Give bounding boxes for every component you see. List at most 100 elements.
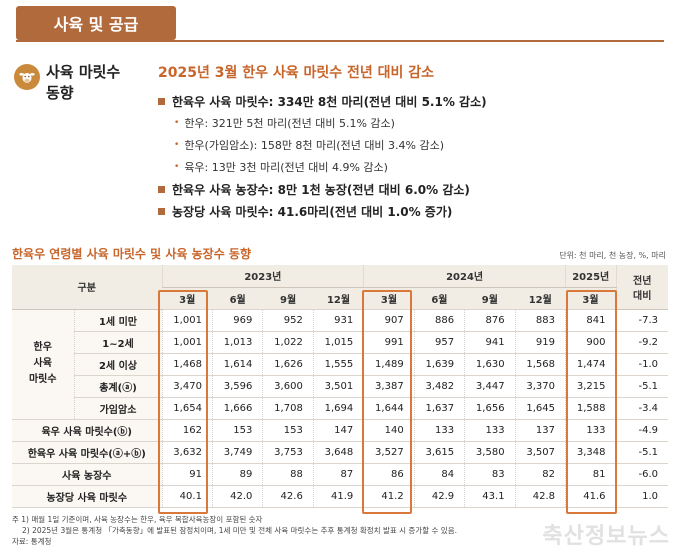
header-year-2023: 2023년 xyxy=(161,265,364,288)
table-cell: 907 xyxy=(363,308,415,332)
footnote-source: 자료: 통계청 xyxy=(12,537,52,546)
header-month: 9월 xyxy=(262,287,314,310)
table-cell: 1,588 xyxy=(565,397,617,420)
table-cell: 3,447 xyxy=(464,375,516,398)
row-label: 육우 사육 마릿수(ⓑ) xyxy=(12,419,163,442)
table-cell: 957 xyxy=(414,331,466,354)
table-cell-yoy: -5.1 xyxy=(616,375,668,398)
table-cell: 87 xyxy=(313,463,365,486)
summary-item-text: 한우(가임암소): 158만 8천 마리(전년 대비 3.4% 감소) xyxy=(184,139,445,152)
table-body: 한우 사육 마릿수 1세 미만 1,001 969 952 931 907 886 876 883 84… xyxy=(12,308,668,508)
table-cell: 81 xyxy=(565,463,617,486)
row-label: 가임암소 xyxy=(74,397,163,420)
table-row: 1~2세 1,001 1,013 1,022 1,015 991 957 941 919 900-… xyxy=(12,331,668,354)
table-header-years: 구분 2023년 2024년 2025년 전년 대비 xyxy=(12,265,668,310)
unit-note: 단위: 천 마리, 천 농장, %, 마리 xyxy=(559,251,666,260)
summary-item-text: 한육우 사육 마릿수: 334만 8천 마리(전년 대비 5.1% 감소) xyxy=(172,94,487,109)
group-label-line: 마릿수 xyxy=(28,374,57,385)
header-month: 3월 xyxy=(565,287,616,310)
row-label: 사육 농장수 xyxy=(12,463,163,486)
table-row: 농장당 사육 마릿수 40.1 42.0 42.6 41.9 41.2 42.9 43.1 42… xyxy=(12,485,668,508)
row-label: 한육우 사육 마릿수(ⓐ+ⓑ) xyxy=(12,441,163,464)
table-cell: 83 xyxy=(464,463,516,486)
dot-bullet-icon: • xyxy=(174,140,180,150)
table-cell: 42.9 xyxy=(414,485,466,508)
table-cell: 886 xyxy=(414,308,466,332)
table-cell: 841 xyxy=(565,308,617,332)
table-cell: 1,654 xyxy=(162,397,213,420)
table-row: 가임암소 1,654 1,666 1,708 1,694 1,644 1,637 1,656 1… xyxy=(12,397,668,420)
table-cell: 41.2 xyxy=(363,485,415,508)
summary-item-text: 농장당 사육 마릿수: 41.6마리(전년 대비 1.0% 증가) xyxy=(172,204,453,219)
table-cell: 1,489 xyxy=(363,353,415,376)
header-month: 12월 xyxy=(515,287,566,310)
table-cell-yoy: -5.1 xyxy=(616,441,668,464)
square-bullet-icon xyxy=(158,185,165,193)
table-cell: 3,370 xyxy=(515,375,567,398)
header-month: 9월 xyxy=(464,287,516,310)
header-month: 3월 xyxy=(363,287,415,310)
summary-headline: 2025년 3월 한우 사육 마릿수 전년 대비 감소 xyxy=(158,65,435,81)
square-bullet-icon xyxy=(158,207,165,215)
subject-title-line2: 동향 xyxy=(46,84,74,102)
cow-icon xyxy=(14,64,40,90)
table-cell: 3,387 xyxy=(363,375,415,398)
group-label-line: 사육 xyxy=(33,358,52,369)
table-cell: 931 xyxy=(313,308,365,332)
table-cell-yoy: -3.4 xyxy=(616,397,668,420)
header-year-2025: 2025년 xyxy=(565,265,616,288)
dot-bullet-icon: • xyxy=(174,118,180,128)
table-cell: 42.8 xyxy=(515,485,567,508)
table-cell: 137 xyxy=(515,419,567,442)
table-cell-yoy: -6.0 xyxy=(616,463,668,486)
table-cell: 3,580 xyxy=(464,441,516,464)
table-cell: 3,596 xyxy=(212,375,264,398)
table-cell: 991 xyxy=(363,331,415,354)
square-bullet-icon xyxy=(158,97,165,105)
subject-block: 사육 마릿수 동향 xyxy=(14,62,120,104)
table-cell: 40.1 xyxy=(162,485,213,508)
summary-item: • 한우: 321만 5천 마리(전년 대비 5.1% 감소) xyxy=(158,112,668,134)
table-cell: 153 xyxy=(212,419,264,442)
table-row: 사육 농장수 91 89 88 87 86 84 83 82 81 -6.0 xyxy=(12,463,668,486)
table-cell: 1,568 xyxy=(515,353,567,376)
group-label-line: 한우 xyxy=(33,342,52,353)
table-cell: 1,666 xyxy=(212,397,264,420)
row-label: 농장당 사육 마릿수 xyxy=(12,485,163,508)
table-cell: 3,600 xyxy=(262,375,314,398)
summary-item: 농장당 사육 마릿수: 41.6마리(전년 대비 1.0% 증가) xyxy=(158,200,668,222)
header-month: 6월 xyxy=(414,287,465,310)
table-cell: 3,470 xyxy=(162,375,213,398)
summary-item-text: 한육우 사육 농장수: 8만 1천 농장(전년 대비 6.0% 감소) xyxy=(172,182,470,197)
table-cell: 1,694 xyxy=(313,397,365,420)
row-label: 2세 이상 xyxy=(74,353,163,376)
table-cell: 140 xyxy=(363,419,415,442)
section-title: 사육 및 공급 xyxy=(53,15,139,34)
table-cell: 1,644 xyxy=(363,397,415,420)
table-cell: 42.0 xyxy=(212,485,264,508)
table-cell: 1,645 xyxy=(515,397,567,420)
watermark: 축산정보뉴스 xyxy=(542,524,670,549)
table-title: 한육우 연령별 사육 마릿수 및 사육 농장수 동향 xyxy=(12,247,252,261)
row-label: 1~2세 xyxy=(74,331,163,354)
table-cell: 1,656 xyxy=(464,397,516,420)
table-cell: 1,468 xyxy=(162,353,213,376)
table-cell: 3,527 xyxy=(363,441,415,464)
table-cell: 3,615 xyxy=(414,441,466,464)
table-cell: 42.6 xyxy=(262,485,314,508)
data-table: 구분 2023년 2024년 2025년 전년 대비 3월 6월 9월 12월 3월 6월… xyxy=(12,265,668,508)
dot-bullet-icon: • xyxy=(174,162,180,172)
table-cell: 900 xyxy=(565,331,617,354)
subject-title-line1: 사육 마릿수 xyxy=(46,63,121,81)
table-cell: 43.1 xyxy=(464,485,516,508)
table-cell-yoy: -7.3 xyxy=(616,308,668,332)
table-cell: 3,507 xyxy=(515,441,567,464)
table-cell: 88 xyxy=(262,463,314,486)
table-cell: 1,614 xyxy=(212,353,264,376)
header-month: 12월 xyxy=(313,287,364,310)
table-cell: 84 xyxy=(414,463,466,486)
header-yoy-line1: 전년 xyxy=(633,275,652,287)
table-cell: 3,348 xyxy=(565,441,617,464)
table-cell: 919 xyxy=(515,331,567,354)
